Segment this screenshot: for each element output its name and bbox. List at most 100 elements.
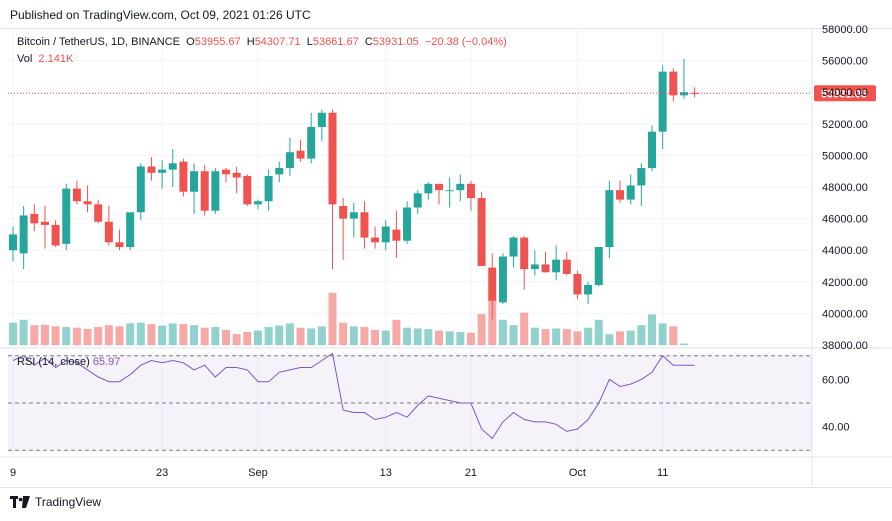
candle-body	[573, 273, 582, 295]
volume-bar	[72, 327, 81, 345]
volume-bar	[104, 325, 113, 345]
candle-body	[498, 256, 507, 303]
volume-bar	[328, 292, 337, 345]
volume-bar	[477, 314, 486, 345]
candle-body	[285, 152, 294, 169]
candle-body	[637, 168, 646, 186]
volume-bar	[679, 343, 688, 345]
volume-bar	[307, 328, 316, 345]
candle-body	[648, 131, 656, 169]
candle-body	[190, 171, 199, 192]
candle-body	[317, 112, 326, 127]
rsi-line	[12, 352, 695, 440]
candle-body	[520, 237, 529, 270]
rsi-tick-label: 40.00	[822, 422, 850, 434]
price-tick-label: 44000.00	[822, 245, 868, 257]
open-value: 53955.67	[194, 36, 241, 48]
candle-body	[275, 168, 284, 175]
candle-body	[466, 183, 475, 199]
candle-body	[658, 71, 667, 132]
rsi-tick-label: 60.00	[822, 374, 850, 386]
rsi-pane: 60.00 40.00	[8, 352, 850, 451]
open-label: O	[186, 36, 195, 48]
volume-bar	[168, 323, 177, 345]
volume-bar	[147, 324, 156, 345]
price-tick-label: 46000.00	[822, 214, 868, 226]
time-tick-label: 11	[657, 467, 668, 479]
candle-body	[605, 190, 614, 248]
volume-bar	[584, 327, 593, 345]
time-tick-label: 13	[380, 467, 392, 479]
volume-bar	[136, 322, 145, 345]
candle-body	[616, 190, 625, 200]
candle-body	[19, 215, 28, 254]
price-tick-label: 42000.00	[822, 277, 868, 289]
high-label: H	[246, 36, 255, 48]
volume-bar	[126, 323, 135, 345]
time-tick-label: Oct	[569, 467, 586, 479]
candle-body	[445, 190, 454, 192]
volume-bar	[456, 332, 465, 345]
candle-body	[179, 161, 188, 192]
volume-bar	[360, 327, 369, 345]
volume-bar	[179, 324, 188, 345]
footer-brand: TradingView	[35, 495, 102, 509]
volume-bars	[9, 292, 688, 345]
volume-bar	[94, 327, 103, 345]
price-tick-label: 50000.00	[822, 150, 868, 162]
price-tick-label: 40000.00	[822, 308, 868, 320]
symbol-label: Bitcoin / TetherUS, 1D, BINANCE	[17, 36, 181, 48]
candle-body	[30, 213, 39, 224]
published-text: Published on TradingView.com, Oct 09, 20…	[10, 8, 311, 22]
low-label: L	[306, 36, 313, 48]
candle-body	[9, 234, 17, 251]
volume-bar	[349, 326, 358, 345]
volume-bar	[594, 319, 603, 345]
volume-bar	[296, 327, 305, 345]
time-axis: 9 23 Sep 13 21 Oct 11	[10, 467, 668, 479]
candle-body	[136, 166, 145, 213]
volume-bar	[285, 323, 294, 345]
candle-body	[168, 163, 177, 170]
candle-body	[104, 221, 113, 243]
candle-body	[211, 171, 220, 211]
volume-bar	[530, 327, 539, 345]
volume-bar	[222, 329, 230, 345]
volume-bar	[424, 329, 433, 345]
candle-body	[424, 183, 433, 194]
change-value: −20.38 (−0.04%)	[424, 36, 507, 48]
volume-bar	[339, 322, 348, 345]
price-tick-label: 54000.00	[822, 87, 868, 99]
candle-body	[392, 229, 401, 241]
candle-body	[477, 198, 486, 266]
time-tick-label: Sep	[248, 467, 268, 479]
volume-bar	[317, 326, 326, 345]
volume-bar	[445, 331, 454, 345]
volume-bar	[253, 330, 262, 345]
volume-bar	[115, 326, 124, 345]
last-price-badge	[814, 85, 876, 102]
close-label: C	[364, 36, 373, 48]
legend-rsi: RSI (14, close) 65.97	[17, 356, 120, 368]
price-tick-label: 48000.00	[822, 182, 868, 194]
volume-bar	[488, 298, 497, 345]
candle-body	[562, 259, 571, 274]
candle-body	[200, 171, 209, 211]
volume-bar	[243, 332, 252, 345]
candle-body	[530, 264, 539, 270]
volume-bar	[573, 331, 582, 345]
low-value: 53661.67	[312, 36, 359, 48]
candle-body	[158, 169, 167, 173]
candle-body	[147, 166, 156, 173]
candle-body	[126, 212, 135, 248]
volume-bar	[626, 330, 635, 345]
last-price-label: 53931.05	[821, 88, 867, 100]
footer: TradingView	[10, 495, 101, 509]
volume-bar	[83, 328, 92, 345]
volume-bar	[541, 329, 550, 345]
volume-bar	[62, 327, 71, 345]
candle-body	[243, 175, 252, 205]
candle-body	[509, 237, 518, 257]
candle-body	[435, 183, 443, 191]
